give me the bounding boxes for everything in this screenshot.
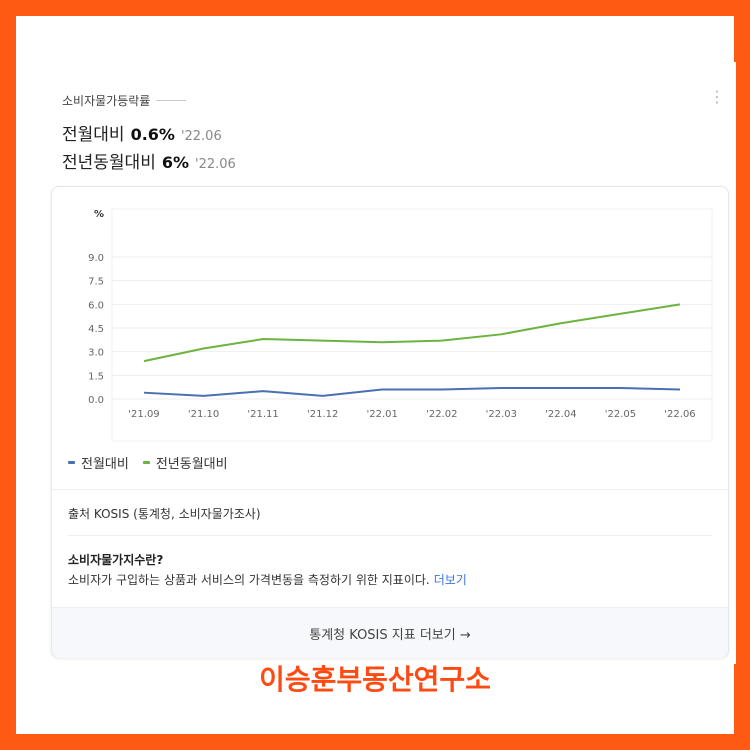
divider	[52, 489, 728, 490]
chart-card: % 9.0 7.5 6.0 4.5 3.0 1.5 0.0 '21.09 '21.10 '21.11…	[51, 186, 729, 658]
y-tick-label: 9.0	[88, 253, 104, 264]
more-options-icon[interactable]: ⋮	[709, 87, 725, 106]
indicator-label: 소비자물가등락률	[62, 94, 151, 108]
definition-more-link[interactable]: 더보기	[433, 573, 467, 587]
x-tick-label: '22.03	[486, 409, 517, 420]
x-tick-label: '22.04	[545, 409, 576, 420]
legend-label-yoy: 전년동월대비	[155, 457, 228, 472]
indicator-title: 소비자물가등락률	[62, 92, 187, 109]
x-tick-label: '21.12	[307, 409, 338, 420]
series-line-mom	[143, 386, 681, 397]
outer-frame: 소비자물가등락률 ⋮ 전월대비 0.6% '22.06 전년동월대비 6% '22.06…	[16, 16, 736, 734]
x-tick-label: '22.05	[605, 409, 636, 420]
definition-title: 소비자물가지수란?	[68, 553, 164, 567]
source-text: 출처 KOSIS (통계청, 소비자물가조사)	[68, 507, 261, 521]
y-tick-label: 1.5	[88, 371, 104, 382]
divider	[68, 535, 712, 536]
x-tick-label: '21.09	[128, 409, 159, 420]
kosis-more-link[interactable]: 통계청 KOSIS 지표 더보기 →	[52, 607, 728, 658]
mom-label: 전월대비	[62, 125, 125, 145]
indicator-line	[156, 100, 187, 101]
mom-value: 0.6%	[130, 125, 175, 144]
chart-svg: % 9.0 7.5 6.0 4.5 3.0 1.5 0.0 '21.09 '21.10 '21.11…	[88, 208, 713, 442]
chart-legend: 전월대비 전년동월대비	[68, 453, 228, 472]
y-tick-label: 3.0	[88, 348, 104, 359]
y-tick-label: 0.0	[88, 395, 104, 406]
mom-stat: 전월대비 0.6% '22.06	[62, 120, 222, 145]
yoy-value: 6%	[161, 153, 190, 172]
series-line-yoy	[143, 303, 681, 363]
stat-panel: 소비자물가등락률 ⋮ 전월대비 0.6% '22.06 전년동월대비 6% '22.06…	[32, 62, 736, 664]
y-tick-label: 6.0	[88, 300, 104, 311]
plot-border	[111, 208, 713, 442]
y-tick-label: 4.5	[88, 324, 104, 335]
definition-text: 소비자가 구입하는 상품과 서비스의 가격변동을 측정하기 위한 지표이다. 더보…	[68, 571, 467, 588]
x-tick-label: '21.11	[247, 409, 278, 420]
legend-swatch-yoy	[142, 461, 150, 464]
definition-body: 소비자가 구입하는 상품과 서비스의 가격변동을 측정하기 위한 지표이다.	[68, 573, 430, 587]
y-tick-label: 7.5	[88, 277, 104, 288]
brand-watermark: 이승훈부동산연구소	[259, 663, 491, 696]
legend-swatch-mom	[68, 461, 75, 464]
legend-item-mom[interactable]: 전월대비	[68, 453, 129, 472]
x-tick-label: '22.02	[426, 409, 457, 420]
x-tick-label: '22.01	[367, 409, 398, 420]
yoy-stat: 전년동월대비 6% '22.06	[62, 148, 236, 173]
y-axis-label: %	[94, 209, 104, 220]
x-tick-label: '21.10	[188, 409, 219, 420]
x-tick-label: '22.06	[664, 409, 695, 420]
legend-label-mom: 전월대비	[81, 457, 129, 472]
yoy-date: '22.06	[195, 157, 236, 172]
line-chart: % 9.0 7.5 6.0 4.5 3.0 1.5 0.0 '21.09 '21.10 '21.11…	[52, 187, 728, 447]
legend-item-yoy[interactable]: 전년동월대비	[142, 453, 228, 472]
yoy-label: 전년동월대비	[62, 153, 156, 173]
mom-date: '22.06	[180, 129, 222, 144]
